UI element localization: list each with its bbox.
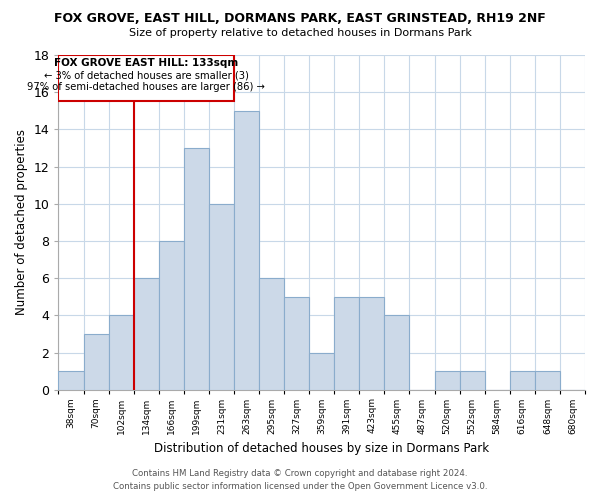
Text: FOX GROVE, EAST HILL, DORMANS PARK, EAST GRINSTEAD, RH19 2NF: FOX GROVE, EAST HILL, DORMANS PARK, EAST… xyxy=(54,12,546,26)
Bar xyxy=(159,241,184,390)
Bar xyxy=(284,297,309,390)
Bar xyxy=(184,148,209,390)
Bar xyxy=(434,371,460,390)
Text: Size of property relative to detached houses in Dormans Park: Size of property relative to detached ho… xyxy=(128,28,472,38)
Bar xyxy=(83,334,109,390)
Bar xyxy=(58,371,83,390)
Text: Contains HM Land Registry data © Crown copyright and database right 2024.
Contai: Contains HM Land Registry data © Crown c… xyxy=(113,470,487,491)
Text: FOX GROVE EAST HILL: 133sqm: FOX GROVE EAST HILL: 133sqm xyxy=(54,58,238,68)
Bar xyxy=(385,316,409,390)
X-axis label: Distribution of detached houses by size in Dormans Park: Distribution of detached houses by size … xyxy=(154,442,489,455)
Bar xyxy=(109,316,134,390)
Bar xyxy=(134,278,159,390)
Text: 97% of semi-detached houses are larger (86) →: 97% of semi-detached houses are larger (… xyxy=(27,82,265,92)
Bar xyxy=(359,297,385,390)
Bar xyxy=(535,371,560,390)
Bar xyxy=(334,297,359,390)
Bar xyxy=(58,55,234,100)
Bar xyxy=(234,111,259,390)
Bar xyxy=(510,371,535,390)
Bar xyxy=(209,204,234,390)
Text: ← 3% of detached houses are smaller (3): ← 3% of detached houses are smaller (3) xyxy=(44,70,248,81)
Bar xyxy=(259,278,284,390)
Y-axis label: Number of detached properties: Number of detached properties xyxy=(15,130,28,316)
Bar xyxy=(309,352,334,390)
Bar xyxy=(460,371,485,390)
